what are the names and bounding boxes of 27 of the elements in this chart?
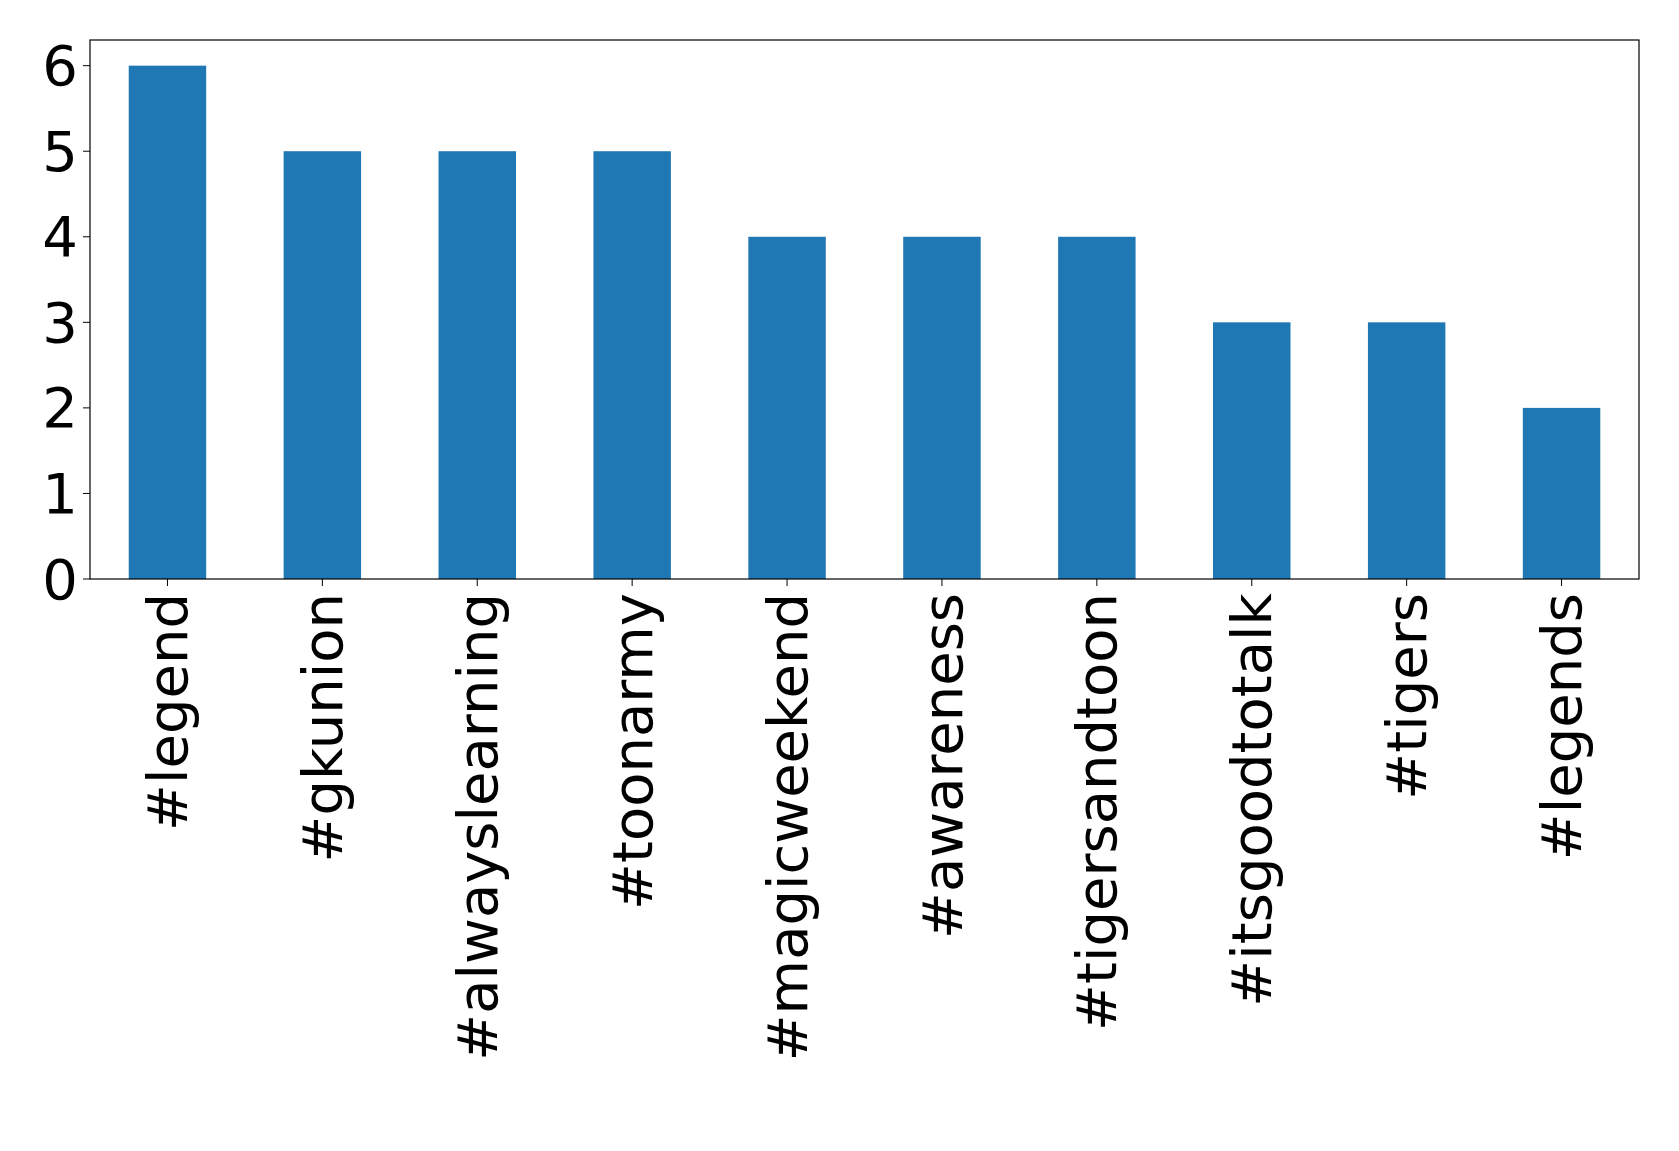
y-tick-label: 4 xyxy=(42,204,78,270)
x-tick-label: #itsgoodtotalk xyxy=(1219,592,1285,1007)
bar xyxy=(128,65,207,579)
bar xyxy=(283,151,362,579)
x-tick-label: #legend xyxy=(135,593,201,831)
bar xyxy=(1058,236,1136,579)
bar xyxy=(903,236,981,579)
bar xyxy=(1367,322,1446,579)
x-tick-label: #awareness xyxy=(909,593,975,939)
bar xyxy=(748,236,826,579)
x-tick-label: #legends xyxy=(1529,593,1595,861)
bar xyxy=(438,151,516,579)
bar xyxy=(1213,322,1291,579)
x-tick-label: #gkunion xyxy=(289,593,355,863)
x-tick-label: #toonarmy xyxy=(599,593,665,910)
bar xyxy=(593,151,671,579)
y-tick-label: 6 xyxy=(42,33,78,99)
x-tick-label: #alwayslearning xyxy=(444,593,510,1061)
x-tick-label: #magicweekend xyxy=(754,593,820,1062)
y-tick-label: 2 xyxy=(42,375,78,441)
y-tick-label: 0 xyxy=(42,546,78,612)
y-tick-label: 3 xyxy=(42,289,78,355)
y-tick-label: 5 xyxy=(42,118,78,184)
y-tick-label: 1 xyxy=(42,461,78,527)
x-tick-label: #tigers xyxy=(1374,593,1440,800)
bar xyxy=(1522,407,1601,579)
x-tick-label: #tigersandtoon xyxy=(1064,593,1130,1031)
